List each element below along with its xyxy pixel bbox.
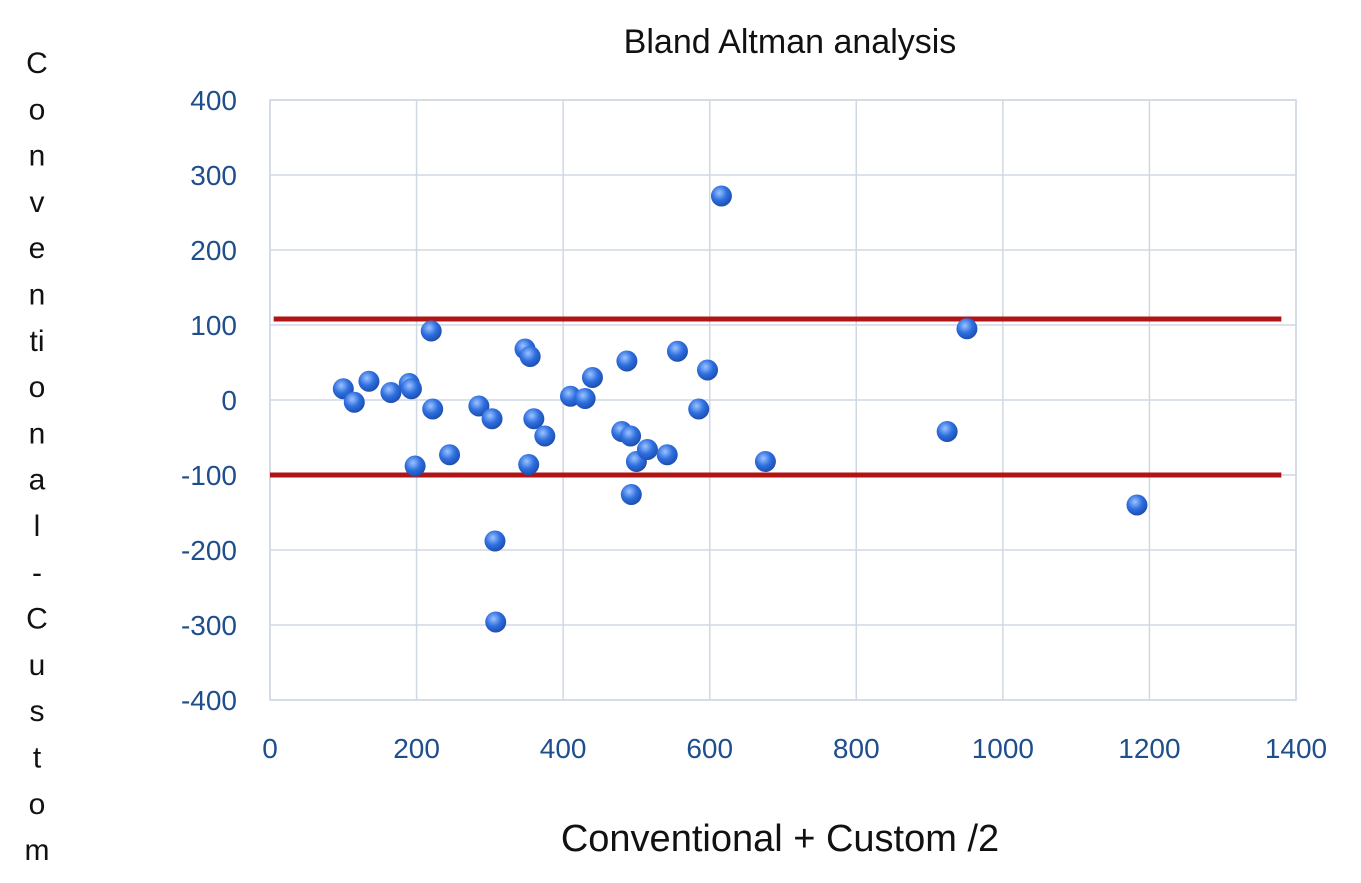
data-point bbox=[616, 350, 638, 372]
y-tick-label: -100 bbox=[181, 460, 237, 491]
data-point bbox=[485, 611, 507, 633]
data-point bbox=[710, 185, 732, 207]
data-point bbox=[518, 454, 540, 475]
data-point bbox=[936, 421, 958, 442]
data-point bbox=[620, 425, 642, 447]
data-point bbox=[468, 395, 490, 417]
y-axis-title-char: e bbox=[29, 232, 46, 265]
y-tick-label: -400 bbox=[181, 685, 237, 716]
x-tick-label: 400 bbox=[540, 733, 587, 764]
data-point bbox=[439, 444, 461, 466]
y-tick-label: 100 bbox=[190, 310, 237, 341]
data-point bbox=[956, 318, 978, 340]
y-axis-title: Conventional-Custom bbox=[25, 47, 50, 867]
y-axis-title-char: C bbox=[26, 47, 48, 80]
x-tick-labels: 0 200 400 600 800 1000 1200 1400 bbox=[262, 733, 1327, 764]
limit-lines bbox=[270, 316, 1282, 478]
data-point bbox=[400, 378, 422, 400]
x-tick-label: 0 bbox=[262, 733, 278, 764]
data-point bbox=[534, 425, 556, 447]
y-axis-title-char: v bbox=[30, 186, 45, 219]
plot-area-frame bbox=[269, 99, 1297, 701]
data-point bbox=[1126, 494, 1148, 516]
data-point bbox=[523, 408, 545, 430]
y-tick-label: 0 bbox=[221, 385, 237, 416]
data-points bbox=[332, 185, 1148, 633]
x-tick-label: 800 bbox=[833, 733, 880, 764]
y-axis-title-char: l bbox=[34, 510, 41, 543]
data-point bbox=[574, 388, 596, 409]
y-axis-title-char: o bbox=[29, 93, 46, 126]
y-axis-title-char: ti bbox=[30, 325, 45, 358]
y-tick-labels: 400 300 200 100 0 -100 -200 -300 -400 bbox=[181, 85, 237, 716]
data-point bbox=[481, 408, 503, 430]
data-point bbox=[420, 320, 442, 342]
data-point bbox=[358, 370, 380, 392]
data-point bbox=[666, 340, 688, 362]
y-axis-title-char: m bbox=[25, 834, 50, 867]
y-axis-title-char: u bbox=[29, 649, 46, 682]
data-point bbox=[404, 455, 426, 477]
y-axis-title-char: - bbox=[32, 556, 42, 589]
y-axis-title-char: n bbox=[29, 140, 46, 173]
data-point bbox=[484, 530, 506, 552]
data-point bbox=[688, 398, 710, 420]
data-point bbox=[422, 398, 444, 420]
y-axis-title-char: n bbox=[29, 279, 46, 312]
x-tick-label: 1400 bbox=[1265, 733, 1327, 764]
y-tick-label: 200 bbox=[190, 235, 237, 266]
y-axis-title-char: t bbox=[33, 742, 42, 775]
y-tick-label: 400 bbox=[190, 85, 237, 116]
data-point bbox=[697, 359, 719, 381]
y-tick-label: -200 bbox=[181, 535, 237, 566]
data-point bbox=[343, 391, 365, 413]
x-tick-label: 200 bbox=[393, 733, 440, 764]
grid-layer bbox=[269, 99, 1297, 701]
y-axis-title-char: o bbox=[29, 371, 46, 404]
y-tick-label: 300 bbox=[190, 160, 237, 191]
data-point bbox=[656, 444, 678, 466]
data-point bbox=[620, 484, 642, 505]
data-point bbox=[380, 382, 402, 403]
data-point bbox=[636, 439, 658, 460]
chart-title: Bland Altman analysis bbox=[624, 23, 957, 61]
y-axis-title-char: o bbox=[29, 788, 46, 821]
data-point bbox=[519, 346, 541, 367]
y-tick-label: -300 bbox=[181, 610, 237, 641]
y-axis-title-char: a bbox=[29, 464, 46, 497]
data-point bbox=[754, 451, 776, 472]
data-point bbox=[581, 367, 603, 388]
y-axis-title-char: C bbox=[26, 603, 48, 636]
y-axis-title-char: s bbox=[30, 695, 45, 728]
x-axis-title: Conventional + Custom /2 bbox=[561, 818, 999, 860]
x-tick-label: 1200 bbox=[1118, 733, 1180, 764]
y-axis-title-char: n bbox=[29, 417, 46, 450]
x-tick-label: 600 bbox=[686, 733, 733, 764]
x-tick-label: 1000 bbox=[972, 733, 1034, 764]
